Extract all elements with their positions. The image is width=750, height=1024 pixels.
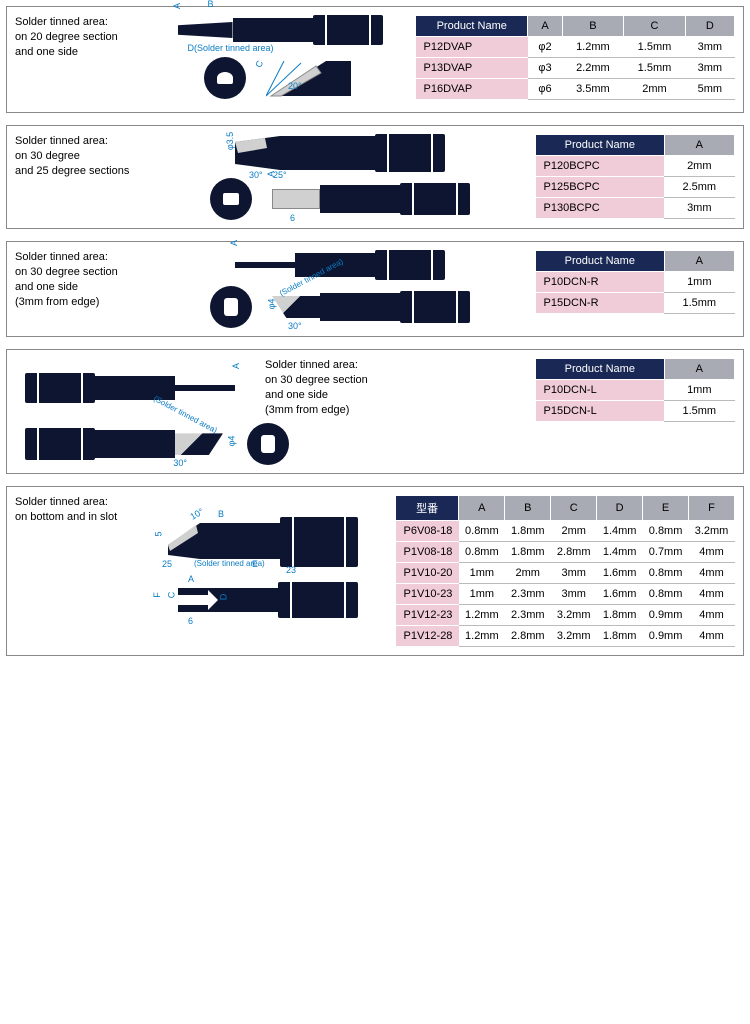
diagram-1: A B D(Solder tinned area) C 20° <box>155 15 405 104</box>
panel-2: Solder tinned area:on 30 degreeand 25 de… <box>6 125 744 229</box>
table-row: P13DVAPφ32.2mm1.5mm3mm <box>416 58 735 79</box>
th-product: Product Name <box>416 16 528 37</box>
panel-note: Solder tinned area:on 30 degreeand 25 de… <box>15 134 145 220</box>
end-view-icon <box>247 423 289 465</box>
table-row: P130BCPC3mm <box>536 198 735 219</box>
end-view-icon <box>210 178 252 220</box>
diagram-2: φ3.5 30° 25° A 6 <box>155 134 525 220</box>
angle-diagram <box>266 51 356 101</box>
diagram-3: A (Solder tinned area) φ4 30° <box>155 250 525 328</box>
table-1: Product Name A B C D P12DVAPφ21.2mm1.5mm… <box>415 15 735 104</box>
table-row: P16DVAPφ63.5mm2mm5mm <box>416 79 735 100</box>
dim-C: C <box>253 59 265 69</box>
table-row: P10DCN-R1mm <box>536 272 735 293</box>
panel-5: Solder tinned area:on bottom and in slot… <box>6 486 744 656</box>
table-row: P120BCPC2mm <box>536 156 735 177</box>
panel-note: Solder tinned area:on bottom and in slot <box>15 495 125 647</box>
end-view-icon <box>210 286 252 328</box>
end-view-icon <box>204 57 246 99</box>
diagram-5: 10° B 5 25 (Solder tinned area) E 23 F <box>135 495 385 647</box>
table-row: P1V10-201mm2mm3mm1.6mm0.8mm4mm <box>396 563 735 584</box>
tip-top-diagram <box>160 576 360 624</box>
table-4: Product NameA P10DCN-L1mm P15DCN-L1.5mm <box>535 358 735 465</box>
table-row: P12DVAPφ21.2mm1.5mm3mm <box>416 37 735 58</box>
table-3: Product NameA P10DCN-R1mm P15DCN-R1.5mm <box>535 250 735 328</box>
table-row: P15DCN-L1.5mm <box>536 401 735 422</box>
table-row: P1V10-231mm2.3mm3mm1.6mm0.8mm4mm <box>396 584 735 605</box>
panel-note: Solder tinned area:on 20 degree sectiona… <box>15 15 145 104</box>
table-row: P1V12-281.2mm2.8mm3.2mm1.8mm0.9mm4mm <box>396 626 735 647</box>
table-row: P6V08-180.8mm1.8mm2mm1.4mm0.8mm3.2mm <box>396 521 735 542</box>
panel-3: Solder tinned area:on 30 degree sectiona… <box>6 241 744 337</box>
table-row: P125BCPC2.5mm <box>536 177 735 198</box>
table-row: P15DCN-R1.5mm <box>536 293 735 314</box>
dim-phi35: φ3.5 <box>225 132 235 150</box>
dim-A: A <box>172 3 182 9</box>
panel-note: Solder tinned area:on 30 degree sectiona… <box>15 250 145 328</box>
table-row: P1V08-180.8mm1.8mm2.8mm1.4mm0.7mm4mm <box>396 542 735 563</box>
diagram-4: A Solder tinned area:on 30 degree sectio… <box>15 358 525 465</box>
table-5: 型番 A B C D E F P6V08-180.8mm1.8mm2mm1.4m… <box>395 495 735 647</box>
panel-4: A Solder tinned area:on 30 degree sectio… <box>6 349 744 474</box>
table-row: P10DCN-L1mm <box>536 380 735 401</box>
panel-note: Solder tinned area:on 30 degree sectiona… <box>265 358 405 417</box>
tip-side-diagram <box>160 515 360 571</box>
table-row: P1V12-231.2mm2.3mm3.2mm1.8mm0.9mm4mm <box>396 605 735 626</box>
panel-1: Solder tinned area:on 20 degree sectiona… <box>6 6 744 113</box>
dim-B: B <box>208 0 214 9</box>
table-2: Product NameA P120BCPC2mm P125BCPC2.5mm … <box>535 134 735 220</box>
